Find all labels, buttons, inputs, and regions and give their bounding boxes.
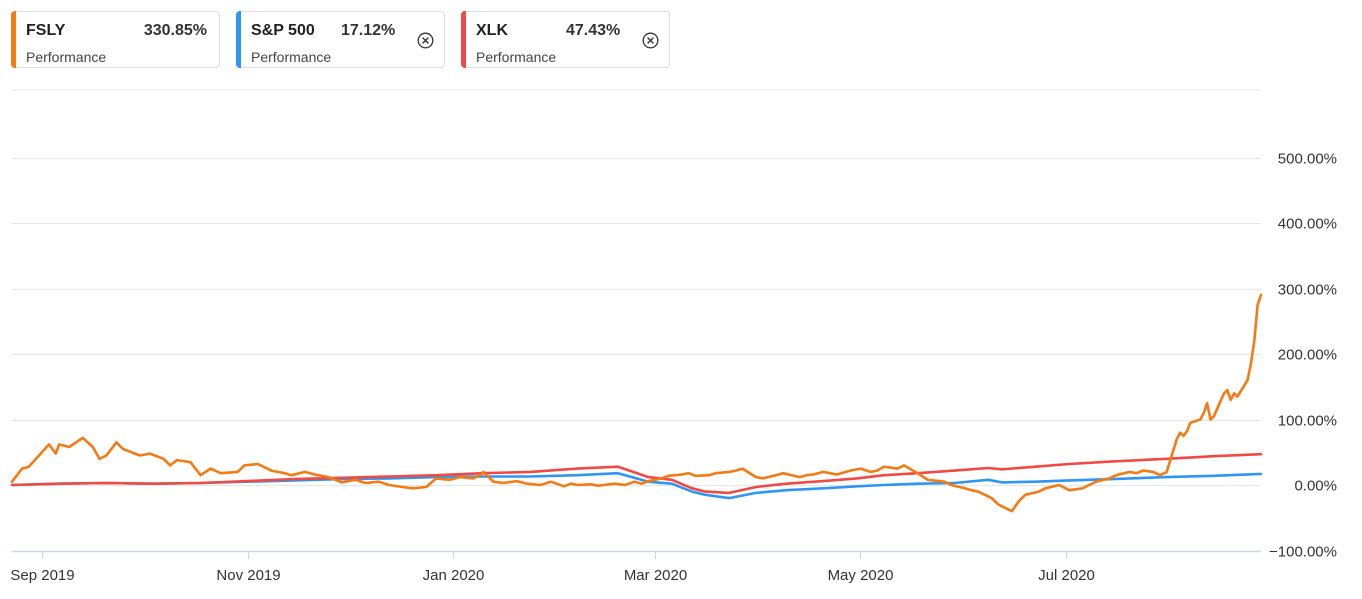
metric-label: Performance: [476, 49, 557, 65]
series-color-swatch: [461, 11, 466, 68]
y-tick-label: 400.00%: [1278, 216, 1337, 233]
legend-card-fsly[interactable]: FSLY 330.85% Performance: [11, 11, 220, 68]
series-line-fsly: [10, 293, 1263, 513]
x-tick-label: May 2020: [828, 567, 894, 584]
y-tick-label: −100.00%: [1269, 544, 1337, 561]
series-lines: [10, 293, 1263, 513]
x-tick-label: Jan 2020: [423, 567, 485, 584]
y-axis: 500.00% 400.00% 300.00% 200.00% 100.00% 0.00%…: [1269, 151, 1337, 561]
metric-label: Performance: [26, 49, 107, 65]
ticker-label: FSLY: [26, 22, 66, 39]
series-color-swatch: [236, 11, 241, 68]
performance-value: 330.85%: [143, 22, 207, 39]
series-line-xlk: [10, 452, 1263, 495]
y-tick-label: 500.00%: [1278, 151, 1337, 168]
performance-value: 17.12%: [341, 22, 396, 39]
series-color-swatch: [11, 11, 16, 68]
x-tick-label: Mar 2020: [624, 567, 687, 584]
remove-series-icon[interactable]: [642, 32, 659, 49]
remove-series-icon[interactable]: [417, 32, 434, 49]
y-tick-label: 100.00%: [1278, 413, 1337, 430]
metric-label: Performance: [251, 49, 332, 65]
gridlines: [12, 89, 1261, 553]
x-axis: Sep 2019 Nov 2019 Jan 2020 Mar 2020 May 2020…: [10, 551, 1095, 584]
x-tick-label: Sep 2019: [10, 567, 74, 584]
x-tick-label: Jul 2020: [1038, 567, 1095, 584]
legend-card-xlk[interactable]: XLK 47.43% Performance: [461, 11, 670, 68]
legend-card-sp500[interactable]: S&P 500 17.12% Performance: [236, 11, 445, 68]
y-tick-label: 200.00%: [1278, 347, 1337, 364]
performance-value: 47.43%: [566, 22, 621, 39]
ticker-label: S&P 500: [251, 22, 315, 39]
x-tick-label: Nov 2019: [216, 567, 280, 584]
ticker-label: XLK: [476, 22, 508, 39]
y-tick-label: 300.00%: [1278, 282, 1337, 299]
y-tick-label: 0.00%: [1294, 478, 1337, 495]
